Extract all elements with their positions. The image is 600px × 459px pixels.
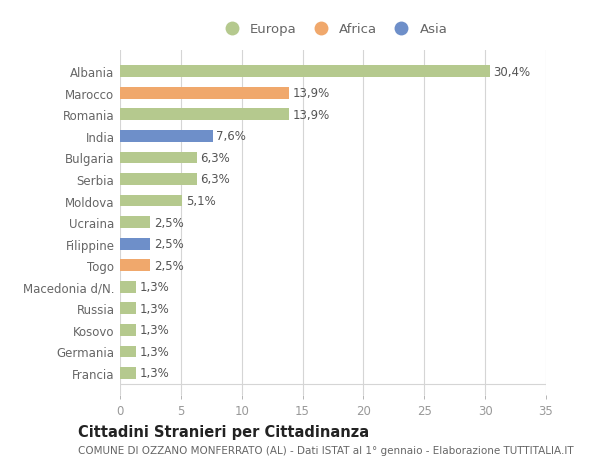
- Text: 1,3%: 1,3%: [139, 302, 169, 315]
- Text: 7,6%: 7,6%: [216, 130, 246, 143]
- Bar: [120, 131, 212, 142]
- Text: 6,3%: 6,3%: [200, 151, 230, 165]
- Bar: [120, 303, 136, 314]
- Bar: [120, 66, 490, 78]
- Text: 2,5%: 2,5%: [154, 238, 184, 251]
- Text: 1,3%: 1,3%: [139, 324, 169, 336]
- Text: COMUNE DI OZZANO MONFERRATO (AL) - Dati ISTAT al 1° gennaio - Elaborazione TUTTI: COMUNE DI OZZANO MONFERRATO (AL) - Dati …: [78, 445, 574, 455]
- Bar: [120, 346, 136, 358]
- Text: 1,3%: 1,3%: [139, 345, 169, 358]
- Bar: [120, 109, 289, 121]
- Bar: [120, 324, 136, 336]
- Bar: [120, 281, 136, 293]
- Bar: [120, 367, 136, 379]
- Bar: [120, 217, 151, 229]
- Text: 5,1%: 5,1%: [186, 195, 215, 207]
- Bar: [120, 152, 197, 164]
- Text: 1,3%: 1,3%: [139, 280, 169, 294]
- Text: 30,4%: 30,4%: [494, 66, 531, 78]
- Bar: [120, 88, 289, 100]
- Text: 1,3%: 1,3%: [139, 367, 169, 380]
- Bar: [120, 195, 182, 207]
- Text: Cittadini Stranieri per Cittadinanza: Cittadini Stranieri per Cittadinanza: [78, 425, 369, 440]
- Text: 2,5%: 2,5%: [154, 216, 184, 229]
- Legend: Europa, Africa, Asia: Europa, Africa, Asia: [215, 19, 451, 40]
- Text: 13,9%: 13,9%: [293, 87, 330, 100]
- Bar: [120, 260, 151, 272]
- Text: 13,9%: 13,9%: [293, 109, 330, 122]
- Text: 2,5%: 2,5%: [154, 259, 184, 272]
- Text: 6,3%: 6,3%: [200, 173, 230, 186]
- Bar: [120, 238, 151, 250]
- Bar: [120, 174, 197, 185]
